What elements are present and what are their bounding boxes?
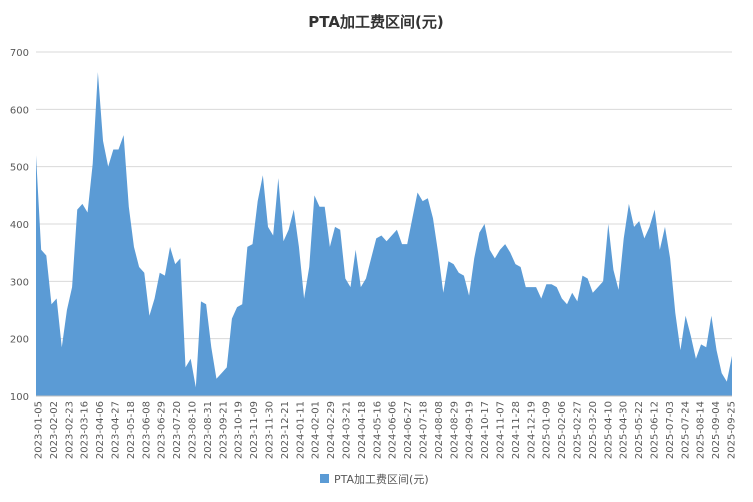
x-tick-label: 2025-03-20 xyxy=(588,401,599,459)
y-tick-label: 300 xyxy=(10,277,29,288)
x-tick-label: 2024-05-16 xyxy=(372,401,383,459)
x-tick-label: 2025-02-06 xyxy=(557,401,568,459)
x-tick-label: 2024-04-18 xyxy=(357,401,368,459)
y-tick-label: 100 xyxy=(10,392,29,403)
x-tick-label: 2025-07-24 xyxy=(680,401,691,459)
x-tick-label: 2024-11-07 xyxy=(496,401,507,459)
x-tick-label: 2024-02-29 xyxy=(326,401,337,459)
x-tick-label: 2023-07-20 xyxy=(172,401,183,459)
x-tick-label: 2023-11-09 xyxy=(249,401,260,459)
x-tick-label: 2023-04-27 xyxy=(111,401,122,459)
x-axis: 2023-01-05 2023-02-02 2023-02-23 2023-03-16… xyxy=(34,401,738,459)
y-tick-label: 500 xyxy=(10,163,29,174)
x-tick-label: 2023-10-19 xyxy=(234,401,245,459)
x-tick-label: 2024-12-19 xyxy=(526,401,537,459)
x-tick-label: 2023-12-21 xyxy=(280,401,291,459)
y-tick-label: 200 xyxy=(10,335,29,346)
y-tick-label: 600 xyxy=(10,105,29,116)
x-tick-label: 2025-05-22 xyxy=(634,401,645,459)
x-tick-label: 2025-06-12 xyxy=(650,401,661,459)
x-tick-label: 2023-06-29 xyxy=(157,401,168,459)
x-tick-label: 2025-01-09 xyxy=(542,401,553,459)
y-axis: 100 200 300 400 500 600 700 xyxy=(10,48,29,403)
x-tick-label: 2025-04-30 xyxy=(619,401,630,459)
x-tick-label: 2025-04-10 xyxy=(603,401,614,459)
x-tick-label: 2023-11-30 xyxy=(265,401,276,459)
x-tick-label: 2023-04-06 xyxy=(95,401,106,459)
chart-title: PTA加工费区间(元) xyxy=(308,13,443,31)
series-area xyxy=(36,72,732,396)
x-tick-label: 2023-05-18 xyxy=(126,401,137,459)
x-tick-label: 2023-09-21 xyxy=(218,401,229,459)
x-tick-label: 2024-08-29 xyxy=(449,401,460,459)
legend-swatch xyxy=(320,474,329,483)
y-tick-label: 400 xyxy=(10,220,29,231)
x-tick-label: 2025-09-25 xyxy=(727,401,738,459)
x-tick-label: 2024-07-18 xyxy=(419,401,430,459)
plot-area xyxy=(36,72,732,396)
x-tick-label: 2023-08-31 xyxy=(203,401,214,459)
x-tick-label: 2024-03-21 xyxy=(342,401,353,459)
x-tick-label: 2023-02-02 xyxy=(49,401,60,459)
x-tick-label: 2024-01-11 xyxy=(295,401,306,459)
x-tick-label: 2024-08-08 xyxy=(434,401,445,459)
x-tick-label: 2025-09-04 xyxy=(711,401,722,459)
x-tick-label: 2023-06-08 xyxy=(141,401,152,459)
legend-label: PTA加工费区间(元) xyxy=(334,473,429,486)
x-tick-label: 2023-01-05 xyxy=(34,401,45,459)
y-tick-label: 700 xyxy=(10,48,29,59)
x-tick-label: 2023-02-23 xyxy=(64,401,75,459)
x-tick-label: 2025-08-14 xyxy=(696,401,707,459)
x-tick-label: 2024-02-01 xyxy=(311,401,322,459)
x-tick-label: 2024-06-27 xyxy=(403,401,414,459)
x-tick-label: 2024-10-17 xyxy=(480,401,491,459)
x-tick-label: 2023-08-10 xyxy=(188,401,199,459)
x-tick-label: 2025-07-03 xyxy=(665,401,676,459)
x-tick-label: 2024-09-19 xyxy=(465,401,476,459)
x-tick-label: 2025-02-27 xyxy=(573,401,584,459)
x-tick-label: 2023-03-16 xyxy=(80,401,91,459)
x-tick-label: 2024-11-28 xyxy=(511,401,522,459)
x-tick-label: 2024-06-06 xyxy=(388,401,399,459)
legend: PTA加工费区间(元) xyxy=(320,473,429,486)
